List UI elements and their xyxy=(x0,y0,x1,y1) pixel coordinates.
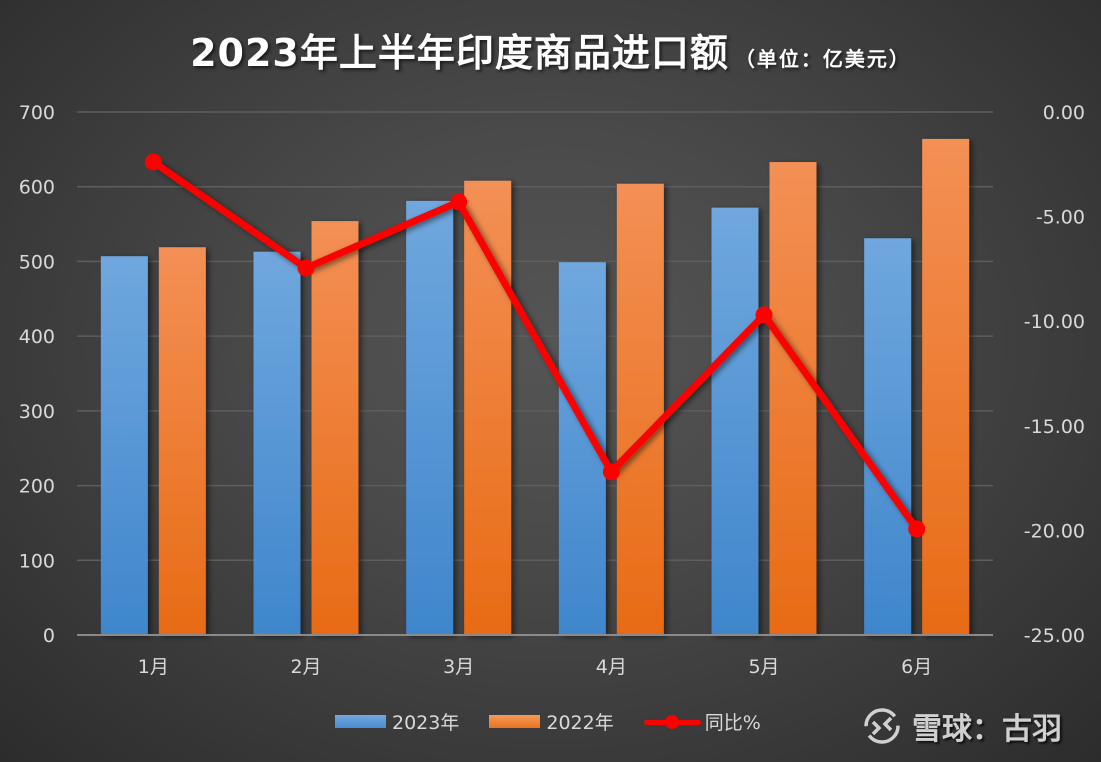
x-axis-category-label: 5月 xyxy=(748,656,779,678)
yoy-marker xyxy=(602,463,620,481)
y-axis-tick-label: 200 xyxy=(19,476,55,498)
snowball-logo-icon xyxy=(864,708,900,744)
y-axis-tick-label: 600 xyxy=(19,177,55,199)
chart-title-unit: （单位：亿美元） xyxy=(734,47,911,71)
bar-2023 xyxy=(864,238,912,635)
yoy-marker xyxy=(908,520,926,538)
legend-item-yoy: 同比% xyxy=(643,708,761,735)
y2-axis-tick-label: -10.00 xyxy=(1024,311,1085,333)
bar-2022 xyxy=(311,221,359,635)
bar-2022 xyxy=(158,247,206,636)
watermark: 雪球：古羽 xyxy=(862,704,1062,748)
yoy-marker xyxy=(144,153,162,171)
y-axis-tick-label: 400 xyxy=(19,326,55,348)
chart-title: 2023年上半年印度商品进口额 （单位：亿美元） xyxy=(0,22,1101,77)
chart-title-main: 2023年上半年印度商品进口额 xyxy=(190,31,729,75)
legend-label-yoy: 同比% xyxy=(704,712,761,734)
yoy-line xyxy=(151,159,920,531)
legend-swatch-2023 xyxy=(335,715,386,728)
legend-item-2022: 2022年 xyxy=(489,708,614,735)
x-axis-category-label: 4月 xyxy=(596,656,627,678)
y2-axis-tick-label: 0.00 xyxy=(1043,102,1085,124)
y-axis-tick-label: 100 xyxy=(19,550,55,572)
bar-2023 xyxy=(100,256,148,635)
legend-swatch-2022 xyxy=(489,715,541,728)
bar-2022 xyxy=(922,138,970,635)
legend: 2023年 2022年 同比% xyxy=(335,708,791,735)
y-axis-tick-label: 0 xyxy=(43,625,55,647)
bar-2023 xyxy=(711,207,759,636)
y2-axis-tick-label: -15.00 xyxy=(1024,416,1085,438)
x-axis-category-label: 6月 xyxy=(901,656,932,678)
legend-label-2023: 2023年 xyxy=(392,712,460,734)
x-axis-category-label: 1月 xyxy=(138,656,169,678)
bar-2022 xyxy=(616,183,664,635)
y2-axis-tick-label: -25.00 xyxy=(1024,625,1085,647)
yoy-marker xyxy=(297,259,315,277)
bar-2023 xyxy=(253,251,301,636)
y2-axis-tick-label: -20.00 xyxy=(1024,520,1085,542)
bar-2022 xyxy=(769,162,817,635)
yoy-marker xyxy=(450,193,468,211)
y-axis-tick-label: 500 xyxy=(19,251,55,273)
x-axis-category-label: 2月 xyxy=(290,656,321,678)
bar-2023 xyxy=(406,200,454,635)
legend-label-2022: 2022年 xyxy=(546,712,614,734)
y-axis-tick-label: 300 xyxy=(19,401,55,423)
watermark-text: 雪球：古羽 xyxy=(912,712,1062,747)
y-axis-tick-label: 700 xyxy=(19,102,55,124)
legend-swatch-yoy xyxy=(643,714,701,729)
x-axis-category-label: 3月 xyxy=(443,656,474,678)
yoy-marker xyxy=(755,306,773,324)
legend-item-2023: 2023年 xyxy=(335,708,459,735)
y2-axis-tick-label: -5.00 xyxy=(1036,207,1085,229)
